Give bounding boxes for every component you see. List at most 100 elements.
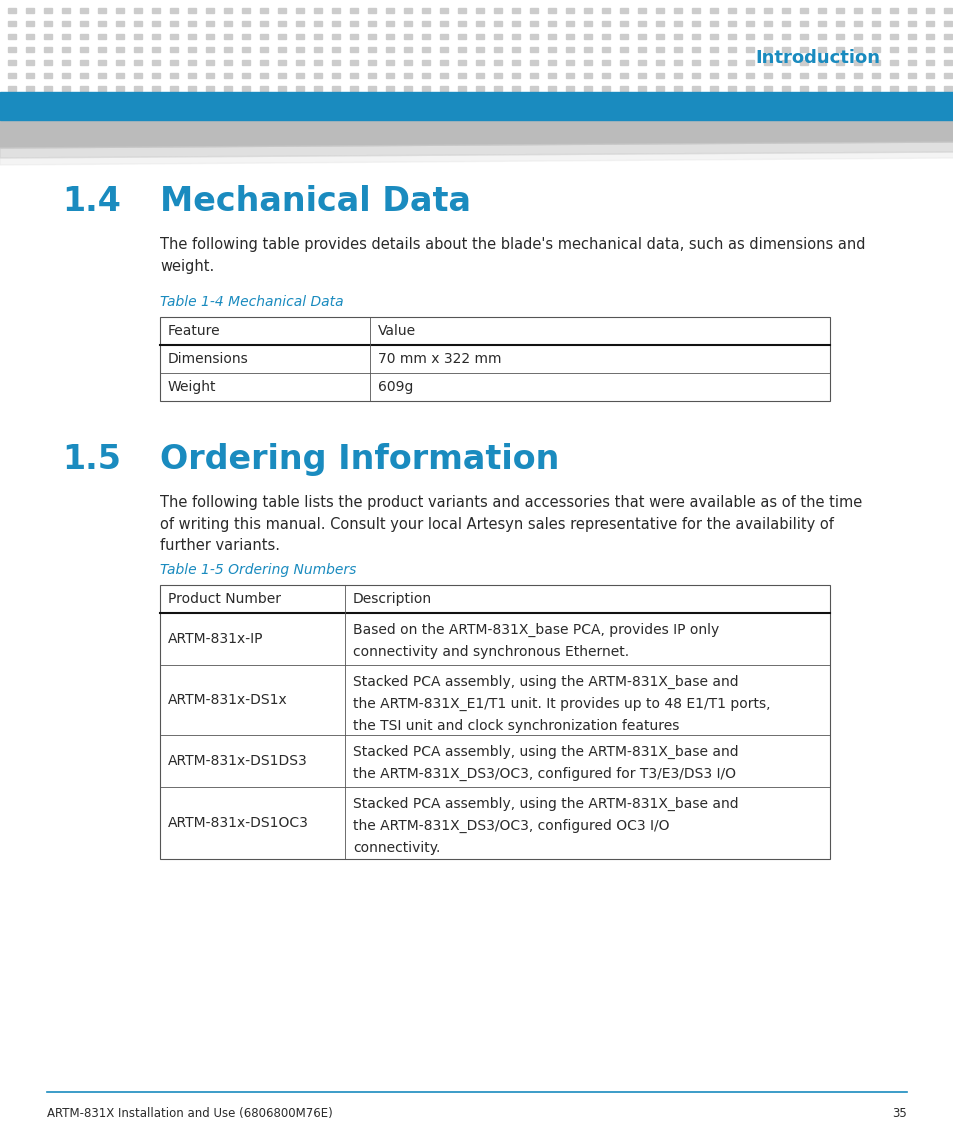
Text: 609g: 609g [377, 380, 413, 394]
Bar [457, 21, 465, 26]
Bar [224, 60, 232, 65]
Bar [457, 60, 465, 65]
Bar [673, 47, 681, 52]
Bar [170, 86, 178, 90]
Bar [368, 47, 375, 52]
Bar [62, 60, 70, 65]
Bar [907, 73, 915, 78]
Bar [925, 60, 933, 65]
Bar [583, 73, 592, 78]
Text: ARTM-831x-DS1OC3: ARTM-831x-DS1OC3 [168, 816, 309, 830]
Bar [853, 34, 862, 39]
Bar [277, 47, 286, 52]
Text: Dimensions: Dimensions [168, 352, 249, 366]
Bar [80, 34, 88, 39]
Bar [421, 60, 430, 65]
Bar [601, 21, 609, 26]
Bar [295, 60, 304, 65]
Bar [133, 60, 142, 65]
Bar [601, 60, 609, 65]
Bar [494, 8, 501, 13]
Bar [530, 34, 537, 39]
Bar [260, 73, 268, 78]
Bar [943, 86, 951, 90]
Text: ARTM-831X Installation and Use (6806800M76E): ARTM-831X Installation and Use (6806800M… [47, 1107, 333, 1120]
Bar [745, 21, 753, 26]
Bar [673, 34, 681, 39]
Bar [763, 21, 771, 26]
Bar [8, 73, 16, 78]
Bar [242, 86, 250, 90]
Bar [476, 21, 483, 26]
Text: ARTM-831x-DS1DS3: ARTM-831x-DS1DS3 [168, 755, 308, 768]
Bar [386, 86, 394, 90]
Bar [494, 73, 501, 78]
Text: The following table provides details about the blade's mechanical data, such as : The following table provides details abo… [160, 237, 864, 274]
Bar [745, 86, 753, 90]
Bar [26, 86, 34, 90]
Bar [277, 8, 286, 13]
Bar [943, 34, 951, 39]
Bar [314, 47, 322, 52]
Bar [170, 34, 178, 39]
Bar [206, 21, 213, 26]
Bar [224, 8, 232, 13]
Bar [583, 8, 592, 13]
Bar [583, 47, 592, 52]
Bar [727, 86, 735, 90]
Bar [386, 73, 394, 78]
Bar [44, 60, 52, 65]
Bar [152, 21, 160, 26]
Bar [206, 8, 213, 13]
Bar [421, 73, 430, 78]
Bar [160, 585, 829, 859]
Bar [314, 73, 322, 78]
Bar [152, 73, 160, 78]
Text: Mechanical Data: Mechanical Data [160, 185, 471, 218]
Bar [368, 73, 375, 78]
Bar [691, 60, 700, 65]
Text: Product Number: Product Number [168, 592, 281, 606]
Bar [403, 60, 412, 65]
Text: Table 1-4 Mechanical Data: Table 1-4 Mechanical Data [160, 295, 343, 309]
Bar [476, 47, 483, 52]
Bar [332, 73, 339, 78]
Bar [80, 86, 88, 90]
Bar [44, 8, 52, 13]
Bar [817, 60, 825, 65]
Bar [206, 73, 213, 78]
Bar [277, 21, 286, 26]
Bar [350, 86, 357, 90]
Text: ARTM-831x-IP: ARTM-831x-IP [168, 632, 263, 646]
Bar [188, 21, 195, 26]
Bar [62, 73, 70, 78]
Bar [350, 34, 357, 39]
Bar [332, 21, 339, 26]
Bar [152, 86, 160, 90]
Bar [673, 8, 681, 13]
Bar [439, 8, 448, 13]
Bar [403, 47, 412, 52]
Bar [601, 47, 609, 52]
Bar [476, 34, 483, 39]
Text: Introduction: Introduction [754, 49, 879, 68]
Bar [619, 34, 627, 39]
Bar [133, 86, 142, 90]
Bar [691, 8, 700, 13]
Bar [638, 21, 645, 26]
Text: Based on the ARTM-831X_base PCA, provides IP only
connectivity and synchronous E: Based on the ARTM-831X_base PCA, provide… [353, 623, 719, 658]
Bar [745, 8, 753, 13]
Bar [530, 86, 537, 90]
Bar [745, 60, 753, 65]
Bar [8, 8, 16, 13]
Bar [260, 8, 268, 13]
Bar [260, 34, 268, 39]
Bar [763, 8, 771, 13]
Bar [547, 8, 556, 13]
Bar [871, 21, 879, 26]
Bar [565, 73, 574, 78]
Bar [781, 34, 789, 39]
Bar [98, 60, 106, 65]
Bar [547, 73, 556, 78]
Bar [277, 60, 286, 65]
